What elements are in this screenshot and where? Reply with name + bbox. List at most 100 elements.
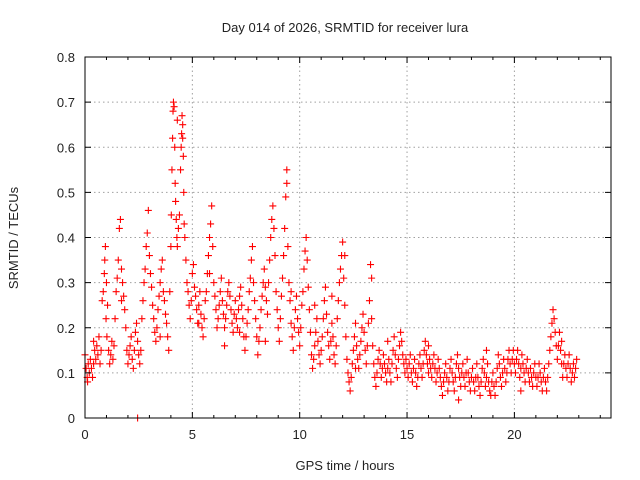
data-point xyxy=(158,256,166,264)
data-point xyxy=(549,306,557,314)
data-point xyxy=(244,306,252,314)
data-point xyxy=(526,364,534,372)
data-point xyxy=(179,134,187,142)
data-point xyxy=(224,288,232,296)
data-point xyxy=(567,378,575,386)
data-point xyxy=(391,351,399,359)
data-point xyxy=(312,328,320,336)
data-point xyxy=(188,270,196,278)
data-point xyxy=(373,369,381,377)
data-point xyxy=(443,373,451,381)
data-point xyxy=(335,279,343,287)
data-point xyxy=(331,360,339,368)
data-point xyxy=(282,193,290,201)
data-point xyxy=(372,382,380,390)
data-point xyxy=(344,369,352,377)
data-point xyxy=(425,342,433,350)
data-point xyxy=(565,351,573,359)
data-point xyxy=(229,328,237,336)
data-point xyxy=(303,256,311,264)
data-point xyxy=(178,112,186,120)
data-point xyxy=(569,360,577,368)
data-point xyxy=(262,297,270,305)
data-point xyxy=(238,301,246,309)
data-point xyxy=(196,288,204,296)
data-point xyxy=(90,337,98,345)
data-point xyxy=(287,319,295,327)
data-point xyxy=(226,292,234,300)
data-point xyxy=(171,143,179,151)
data-point xyxy=(243,319,251,327)
data-point xyxy=(103,333,111,341)
data-point xyxy=(181,234,189,241)
data-point xyxy=(302,234,310,241)
data-point xyxy=(225,279,233,287)
data-point xyxy=(177,143,185,151)
data-point xyxy=(250,279,258,287)
y-tick-label: 0.5 xyxy=(57,185,75,200)
data-point xyxy=(186,315,194,323)
data-point xyxy=(129,364,137,372)
data-point xyxy=(367,261,375,269)
data-point xyxy=(173,243,181,251)
data-point xyxy=(121,306,129,314)
data-point xyxy=(133,319,141,327)
data-point xyxy=(283,166,291,174)
data-point xyxy=(438,391,446,399)
data-point xyxy=(221,342,229,350)
data-point xyxy=(286,297,294,305)
data-point xyxy=(392,364,400,372)
data-point xyxy=(525,378,533,386)
data-point xyxy=(109,355,117,363)
data-point xyxy=(433,369,441,377)
data-point xyxy=(361,346,369,354)
data-point xyxy=(90,360,98,368)
data-point xyxy=(124,360,132,368)
data-point xyxy=(513,355,521,363)
data-point xyxy=(218,297,226,305)
data-point xyxy=(107,351,115,359)
data-point xyxy=(517,387,525,395)
x-tick-label: 5 xyxy=(189,427,196,442)
data-point xyxy=(120,292,128,300)
data-point xyxy=(554,342,562,350)
data-point xyxy=(168,166,176,174)
data-point xyxy=(270,224,278,232)
data-point xyxy=(352,319,360,327)
data-point xyxy=(291,306,299,314)
data-point xyxy=(267,234,275,241)
data-point xyxy=(397,328,405,336)
data-point xyxy=(422,351,430,359)
data-point xyxy=(353,342,361,350)
data-point xyxy=(300,265,308,273)
data-point xyxy=(540,364,548,372)
data-point xyxy=(313,315,321,323)
data-point xyxy=(100,270,108,278)
data-point xyxy=(514,346,522,354)
data-point xyxy=(511,369,519,377)
data-point xyxy=(285,279,293,287)
data-point xyxy=(553,355,561,363)
data-point xyxy=(148,283,156,291)
data-point xyxy=(542,378,550,386)
y-tick-label: 0.4 xyxy=(57,231,75,246)
data-point xyxy=(214,315,222,323)
data-point xyxy=(135,351,143,359)
data-point xyxy=(336,265,344,273)
data-point xyxy=(102,279,110,287)
data-point xyxy=(354,355,362,363)
data-point xyxy=(411,355,419,363)
data-point xyxy=(548,319,556,327)
data-point xyxy=(257,306,265,314)
data-point xyxy=(269,202,277,210)
data-point xyxy=(117,265,125,273)
data-point xyxy=(236,328,244,336)
data-point xyxy=(195,301,203,309)
data-point xyxy=(157,265,165,273)
data-point xyxy=(352,364,360,372)
data-point xyxy=(113,274,121,282)
data-point xyxy=(426,355,434,363)
data-point xyxy=(429,360,437,368)
data-point xyxy=(199,333,207,341)
data-point xyxy=(425,369,433,377)
